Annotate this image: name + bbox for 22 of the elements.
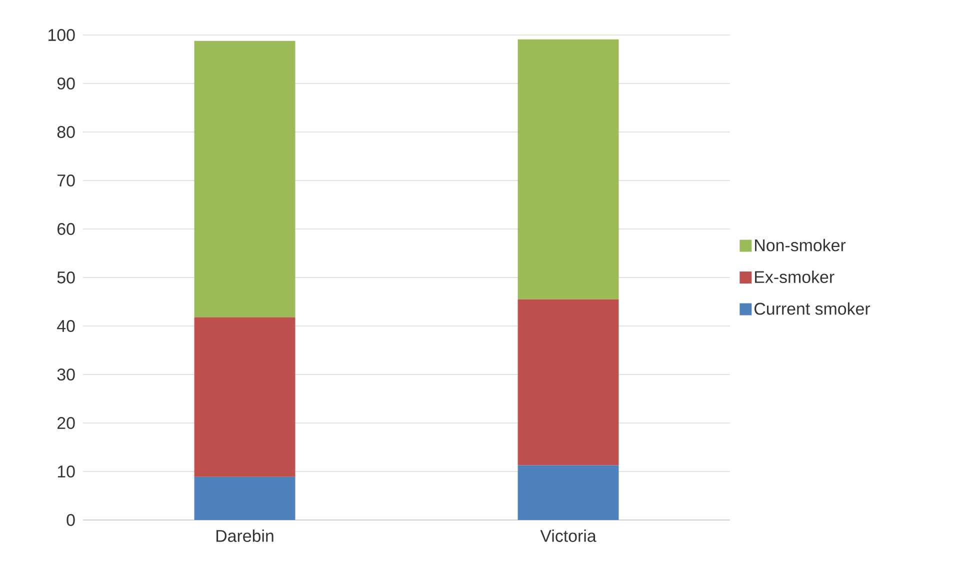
bar [194, 40, 296, 318]
y-tick-label: 50 [57, 272, 75, 284]
y-tick-label: 90 [57, 77, 75, 90]
bar [194, 317, 296, 477]
bar [518, 465, 619, 520]
y-tick-label: 60 [58, 223, 75, 235]
y-tick-label: 80 [57, 126, 75, 138]
y-tick-label: 0 [66, 514, 75, 526]
y-tick-label: 70 [58, 174, 75, 186]
bar [518, 39, 619, 300]
legend-label: Current smoker [754, 302, 870, 315]
y-tick-label: 20 [58, 417, 75, 429]
x-tick-label: Victoria [540, 530, 596, 542]
y-tick-label: 100 [48, 28, 75, 41]
y-tick-label: 30 [57, 368, 75, 380]
bar [518, 299, 619, 466]
legend-label: Ex-smoker [755, 270, 834, 284]
y-tick-label: 10 [58, 466, 75, 478]
bar [194, 476, 296, 520]
x-tick-label: Darebin [216, 530, 274, 542]
y-tick-label: 40 [57, 320, 75, 332]
legend-label: Non-smoker [755, 238, 846, 252]
